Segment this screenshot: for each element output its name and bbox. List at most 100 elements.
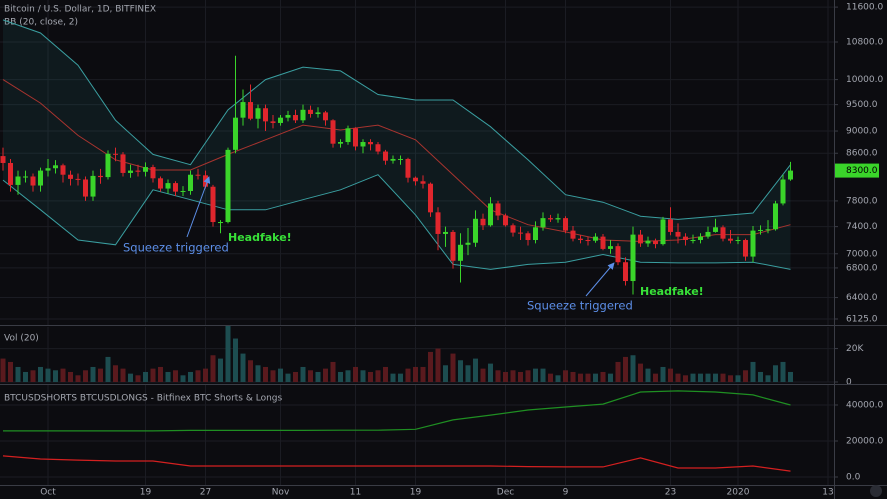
candle-body [780,179,786,204]
volume-bar [750,361,756,382]
volume-bar [150,368,156,382]
candle-body [360,142,366,147]
panel-title: BTCUSDSHORTS BTCUSDLONGS - Bitfinex BTC … [4,394,283,404]
candle-body [660,219,666,245]
candle-body [443,231,448,234]
y-tick-label: 6125.0 [846,314,878,324]
y-tick-label: 7000.0 [846,249,878,259]
volume-bar [705,373,711,382]
x-tick-label: 9 [563,488,569,498]
candle-body [525,233,531,241]
candle-body [143,167,148,172]
candle-body [480,218,486,226]
x-tick-label: Dec [497,488,514,498]
volume-bar [240,353,246,382]
y-tick-label: 0 [846,378,852,388]
candle-body [570,230,576,239]
volume-bar [585,373,591,382]
y-tick-label: 0.0 [846,473,861,483]
candle-body [0,156,6,163]
volume-bar [780,361,786,382]
volume-bar [593,373,598,382]
volume-bar [68,371,73,382]
last-price-label: 8300.0 [846,166,878,176]
volume-bar [563,370,568,382]
volume-bar [203,368,208,382]
candle-body [15,176,21,185]
candle-body [668,219,673,232]
candle-body [300,109,306,121]
volume-bar [353,366,358,382]
volume-bar [735,375,741,382]
series-line [2,455,791,472]
volume-bar [690,373,696,382]
settings-button[interactable] [870,485,882,497]
volume-bar [53,370,58,382]
y-tick-label: 9000.0 [846,127,878,137]
candle-body [555,218,561,220]
candle-body [330,120,336,144]
candle-body [233,117,238,150]
volume-bar [488,363,493,382]
volume-bar [413,366,418,382]
candle-body [563,218,568,231]
x-tick-label: Oct [40,488,56,498]
candle-body [465,242,471,245]
candle-body [308,109,313,114]
volume-bar [698,373,703,382]
volume-bar [120,368,126,382]
candle-body [728,238,733,241]
candle-body [293,115,298,121]
candle-body [323,112,328,121]
candle-body [510,225,516,233]
candle-body [113,153,118,155]
candle-body [645,240,651,244]
x-tick-label: 23 [665,488,676,498]
candle-body [195,174,201,176]
candle-body [75,178,81,180]
candle-body [68,174,73,179]
volume-bar [638,363,643,382]
candle-body [240,102,246,118]
y-tick-label: 40000.0 [846,400,883,410]
volume-bar [300,366,306,382]
volume-bar [218,358,223,382]
volume-bar [248,360,253,382]
x-tick-label: 13 [822,488,833,498]
volume-bar [263,366,268,382]
y-tick-label: 6400.0 [846,293,878,303]
candle-body [345,128,351,143]
volume-bar [623,356,628,382]
annotation: Squeeze triggered [123,241,229,255]
candle-body [750,230,756,257]
volume-bar [180,375,186,382]
candle-body [495,203,501,216]
volume-bar [233,338,238,382]
candle-body [90,175,96,197]
volume-bar [495,370,501,382]
candle-body [608,246,613,249]
candle-body [375,144,381,152]
candle-body [600,236,606,249]
candle-body [458,244,463,261]
volume-bar [683,375,688,382]
candle-body [788,170,793,180]
volume-bar [608,373,613,382]
volume-bar [630,355,636,382]
volume-bar [375,370,381,382]
candle-body [675,231,681,237]
candle-body [758,229,763,231]
volume-bar [578,373,583,382]
candle-body [773,203,778,230]
volume-bar [83,370,88,382]
volume-bar [758,371,763,382]
candle-body [473,218,478,243]
y-tick-label: 20K [846,344,864,354]
candle-body [173,183,178,192]
volume-bar [128,373,133,382]
candle-body [548,218,553,220]
volume-bar [450,353,456,382]
volume-bar [98,368,103,382]
x-tick-label: Nov [272,488,290,498]
y-tick-label: 10800.0 [846,38,883,48]
